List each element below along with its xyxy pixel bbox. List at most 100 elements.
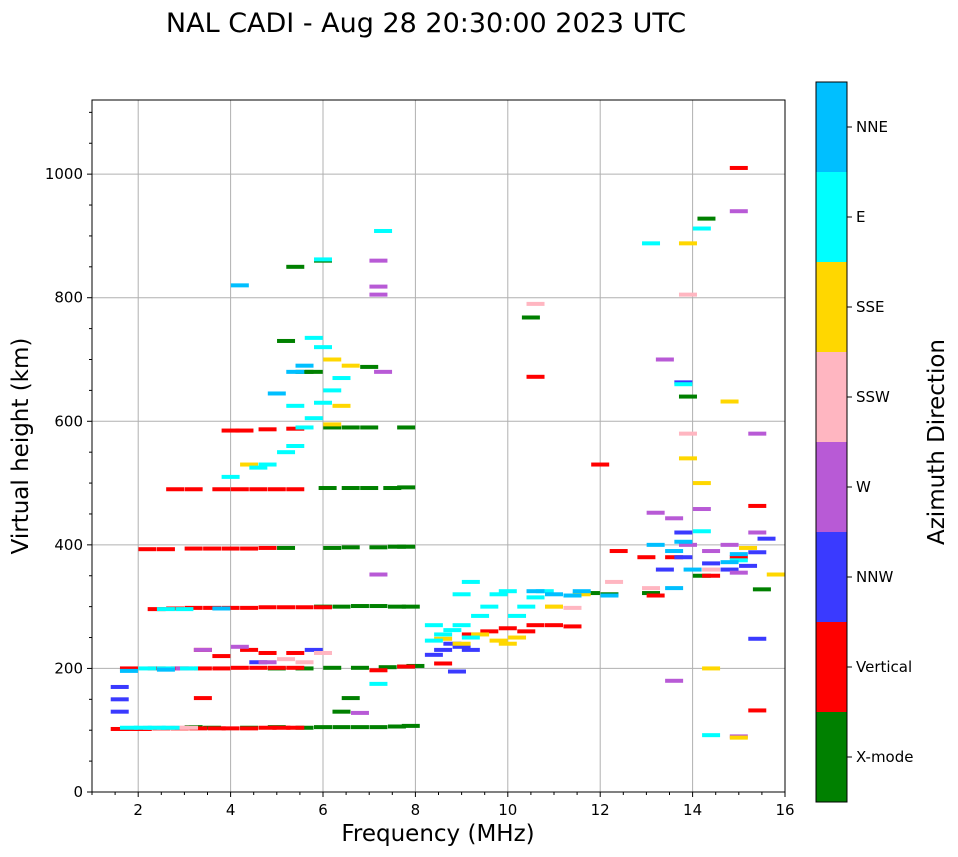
data-point-vertical — [221, 605, 240, 610]
data-point-w — [678, 542, 697, 547]
data-point-w — [692, 507, 711, 512]
data-point-w — [729, 209, 748, 214]
data-point-e — [156, 607, 175, 612]
colorbar-segment — [816, 712, 847, 802]
data-point-nnw — [447, 669, 466, 674]
data-point-nne — [674, 539, 693, 544]
data-point-vertical — [240, 546, 259, 551]
data-point-e — [517, 604, 536, 609]
data-point-sse — [498, 641, 517, 646]
data-point-x-mode — [642, 591, 661, 596]
colorbar-label: Azimuth Direction — [924, 339, 950, 545]
data-point-w — [193, 647, 212, 652]
data-point-ssw — [642, 586, 661, 591]
data-point-nne — [212, 606, 231, 611]
data-point-sse — [739, 545, 758, 550]
data-point-ssw — [526, 301, 545, 306]
data-point-e — [461, 579, 480, 584]
data-point-e — [133, 725, 152, 730]
data-point-vertical — [277, 605, 296, 610]
data-point-e — [489, 592, 508, 597]
data-point-e — [461, 635, 480, 640]
data-point-nne — [267, 391, 286, 396]
data-point-e — [434, 632, 453, 637]
data-point-e — [526, 595, 545, 600]
data-point-x-mode — [521, 315, 540, 320]
data-point-nnw — [655, 567, 674, 572]
data-point-ssw — [314, 650, 332, 655]
data-point-w — [350, 710, 369, 715]
data-point-x-mode — [286, 264, 305, 269]
data-point-vertical — [189, 726, 208, 731]
data-point-x-mode — [387, 604, 406, 609]
data-point-nne — [646, 542, 665, 547]
data-point-e — [452, 592, 471, 597]
data-point-e — [314, 400, 332, 405]
data-point-x-mode — [323, 425, 342, 430]
data-point-x-mode — [341, 486, 360, 491]
data-point-vertical — [230, 487, 249, 492]
data-point-x-mode — [406, 663, 425, 668]
data-point-w — [230, 644, 249, 649]
data-point-sse — [729, 735, 748, 740]
data-point-e — [304, 335, 323, 340]
data-point-w — [665, 516, 684, 521]
data-point-w — [369, 258, 388, 263]
data-point-x-mode — [369, 725, 388, 730]
data-point-vertical — [221, 726, 240, 731]
data-point-nne — [119, 668, 138, 673]
data-point-vertical — [267, 487, 286, 492]
data-point-nne — [572, 589, 591, 594]
data-point-nnw — [110, 697, 129, 702]
x-tick-label: 16 — [775, 801, 794, 819]
data-point-x-mode — [581, 591, 600, 596]
data-point-e — [138, 666, 157, 671]
data-point-x-mode — [387, 544, 406, 549]
data-point-x-mode — [401, 723, 420, 728]
data-point-sse — [766, 572, 785, 577]
data-point-w — [646, 510, 665, 515]
data-point-nne — [665, 586, 684, 591]
data-point-nne — [526, 589, 545, 594]
data-point-vertical — [249, 487, 268, 492]
colorbar-tick-label: W — [856, 478, 871, 496]
data-point-vertical — [212, 487, 231, 492]
data-point-e — [535, 589, 554, 594]
data-point-e — [508, 613, 527, 618]
data-point-sse — [678, 456, 697, 461]
x-tick-label: 8 — [411, 801, 421, 819]
data-point-x-mode — [397, 544, 416, 549]
y-axis-label: Virtual height (km) — [8, 338, 34, 555]
data-point-w — [369, 292, 388, 297]
colorbar-segment — [816, 532, 847, 622]
data-point-vertical — [147, 666, 166, 671]
data-point-vertical — [748, 503, 767, 508]
data-point-nnw — [110, 684, 129, 689]
data-point-vertical — [258, 545, 277, 550]
data-point-e — [221, 474, 240, 479]
data-point-vertical — [235, 428, 254, 433]
colorbar-tick-label: X-mode — [856, 748, 913, 766]
data-point-vertical — [212, 666, 231, 671]
data-point-e — [180, 666, 199, 671]
data-point-x-mode — [323, 665, 342, 670]
data-point-sse — [489, 638, 508, 643]
data-point-nne — [600, 593, 619, 598]
data-point-vertical — [314, 605, 332, 610]
data-point-x-mode — [332, 725, 351, 730]
data-point-e — [332, 376, 351, 381]
data-point-nnw — [424, 652, 443, 657]
data-point-nnw — [443, 641, 462, 646]
data-point-e — [424, 638, 443, 643]
data-point-vertical — [193, 696, 212, 701]
data-point-vertical — [545, 623, 563, 628]
data-point-w — [729, 570, 748, 575]
data-point-vertical — [702, 573, 721, 578]
data-point-vertical — [147, 607, 166, 612]
data-point-ssw — [702, 567, 721, 572]
data-point-vertical — [729, 165, 748, 170]
data-point-vertical — [184, 487, 203, 492]
data-point-w — [374, 369, 393, 374]
data-point-sse — [452, 641, 471, 646]
